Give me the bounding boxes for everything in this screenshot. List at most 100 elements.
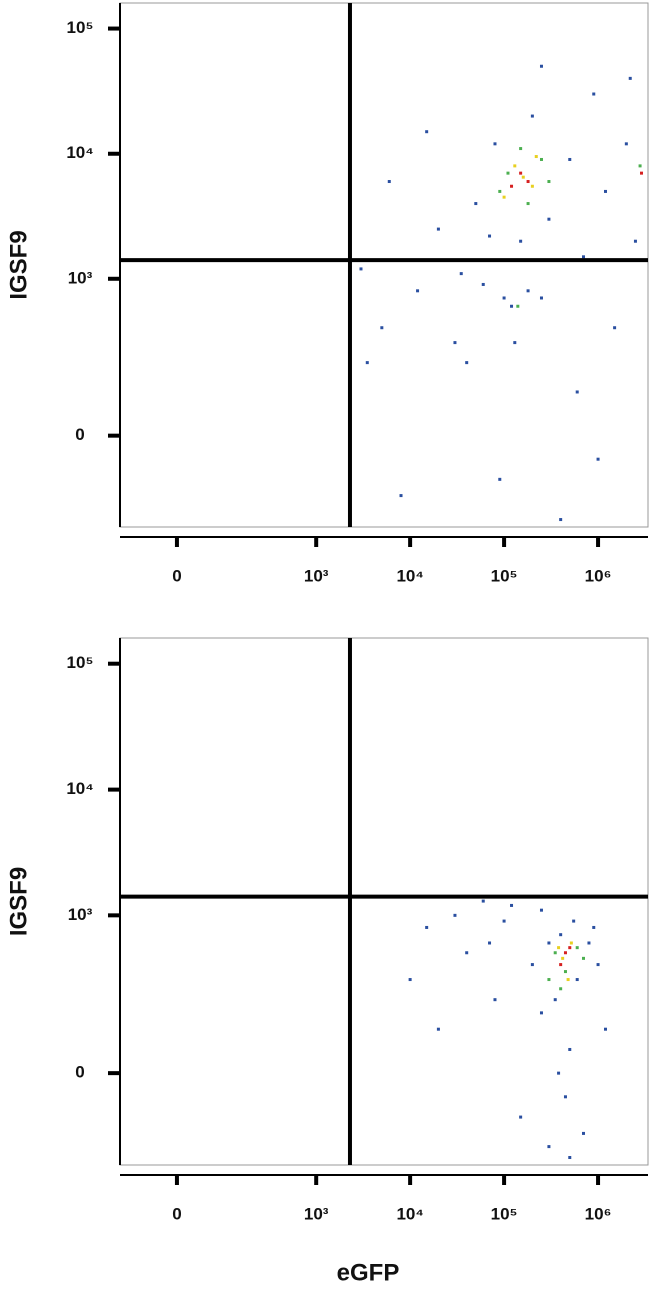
event-dot [628,76,632,80]
event-dot [539,1011,543,1015]
y-tick-label: 0 [75,425,84,444]
event-dot [592,92,596,96]
event-dot [359,267,363,271]
event-dot [575,946,579,950]
y-tick-label: 10⁵ [67,18,94,37]
event-dot [559,987,563,991]
event-dot [493,142,497,146]
event-dot [510,304,514,308]
event-dot [539,296,543,300]
event-dot [613,326,617,330]
event-dot [547,941,551,945]
event-dot [502,919,506,923]
event-dot [557,946,561,950]
event-dot [502,195,506,199]
event-dot [513,341,517,345]
event-dot [603,1027,607,1031]
event-dot [502,296,506,300]
event-dot [572,919,576,923]
event-dot [519,147,523,151]
event-dot [488,941,492,945]
x-tick-label: 10⁶ [585,1204,612,1223]
event-dot [506,171,510,175]
y-tick-label: 10⁴ [66,143,93,162]
event-dot [640,171,644,175]
y-tick-label: 10⁵ [67,653,94,672]
event-dot [436,1027,440,1031]
y-tick-label: 10⁴ [66,779,93,798]
event-dot [387,180,391,184]
x-tick-label: 10⁵ [491,566,518,585]
y-axis-label: IGSF9 [5,230,32,299]
event-dot [582,255,586,259]
y-tick-label: 10³ [68,268,93,287]
y-axis-label: IGSF9 [5,867,32,936]
event-dot [408,978,412,982]
x-tick-label: 10⁶ [585,566,612,585]
event-dot [563,970,567,974]
event-dot [539,908,543,912]
event-dot [459,272,463,276]
event-dot [553,998,557,1002]
event-dot [465,361,469,365]
event-dot [399,494,403,498]
event-dot [530,963,534,967]
event-dot [624,142,628,146]
event-dot [547,180,551,184]
event-dot [569,941,573,945]
event-dot [498,477,502,481]
event-dot [465,951,469,955]
event-dot [603,189,607,193]
x-tick-label: 10⁴ [396,566,423,585]
event-dot [596,963,600,967]
event-dot [481,899,485,903]
event-dot [592,925,596,929]
event-dot [547,978,551,982]
event-dot [510,184,514,188]
event-dot [453,341,457,345]
event-dot [559,933,563,937]
y-tick-label: 0 [75,1063,84,1082]
event-dot [587,941,591,945]
event-dot [365,361,369,365]
event-dot [510,903,514,907]
event-dot [493,998,497,1002]
event-dot [561,956,565,960]
event-dot [547,1145,551,1149]
event-dot [488,234,492,238]
event-dot [519,171,523,175]
event-dot [519,239,523,243]
event-dot [481,282,485,286]
x-tick-label: 10⁴ [396,1204,423,1223]
event-dot [563,1095,567,1099]
event-dot [568,946,572,950]
event-dot [557,1071,561,1075]
plot-frame [119,637,649,1166]
event-dot [575,978,579,982]
event-dot [582,1131,586,1135]
event-dot [559,518,563,522]
event-dot [526,289,530,293]
event-dot [534,155,538,159]
event-dot [380,326,384,330]
event-dot [530,114,534,118]
plot-frame [119,2,649,528]
event-dot [575,390,579,394]
event-dot [425,130,429,134]
event-dot [436,227,440,231]
event-dot [526,202,530,206]
event-dot [568,1047,572,1051]
event-dot [568,157,572,161]
event-dot [474,202,478,206]
event-dot [582,956,586,960]
event-dot [563,951,567,955]
event-dot [425,925,429,929]
x-tick-label: 10³ [304,1204,329,1223]
x-axis-label: eGFP [337,1259,400,1286]
event-dot [547,217,551,221]
x-tick-label: 10³ [304,566,329,585]
event-dot [453,913,457,917]
event-dot [530,184,534,188]
event-dot [416,289,420,293]
